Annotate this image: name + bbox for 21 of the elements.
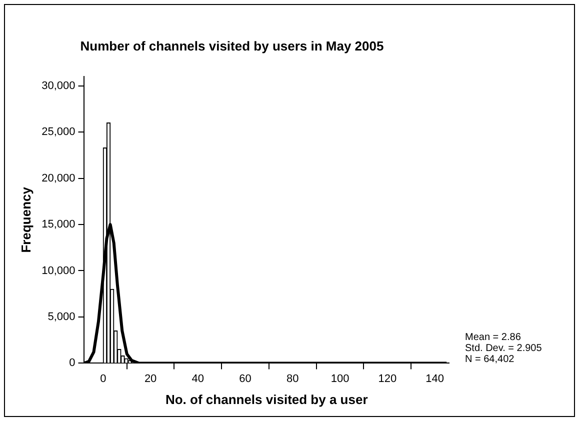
text: Mean = 2.86 (465, 332, 522, 343)
x-tick-label: 140 (426, 372, 444, 385)
y-tick-label: 20,000 (42, 172, 76, 184)
y-tick-label: 5,000 (48, 311, 76, 324)
text: N = 64,402 (465, 354, 515, 365)
x-tick-label: 20 (144, 372, 157, 385)
y-tick-label: 25,000 (42, 126, 76, 138)
x-tick-label: 0 (100, 372, 106, 385)
x-tick-label: 60 (239, 372, 252, 385)
chart-title: Number of channels visited by users in May 2005 (80, 38, 384, 54)
x-axis-title: No. of channels visited by a user (165, 392, 368, 407)
y-axis-title: Frequency (18, 186, 34, 253)
y-tick-label: 30,000 (42, 80, 76, 92)
y-tick-label: 0 (69, 357, 76, 370)
x-tick-label: 80 (286, 372, 299, 385)
y-tick-label: 10,000 (42, 264, 76, 277)
x-tick-label: 120 (378, 372, 397, 385)
x-tick-label: 40 (192, 372, 204, 385)
text: Std. Dev. = 2.905 (465, 342, 542, 354)
y-tick-label: 15,000 (42, 218, 76, 231)
x-tick-label: 100 (330, 372, 350, 385)
